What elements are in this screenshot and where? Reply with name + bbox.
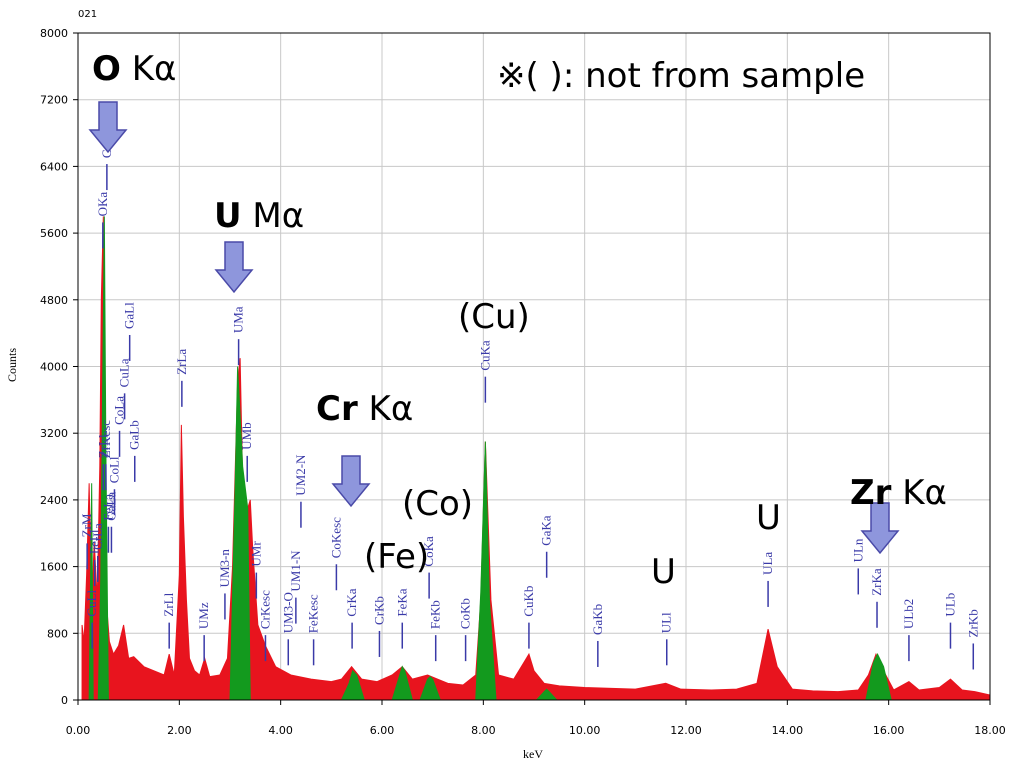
peak-marker-label: FeKb [428, 600, 443, 629]
peak-marker-label: CoKesc [328, 517, 343, 558]
x-tick-label: 6.00 [370, 724, 395, 737]
x-tick-label: 0.00 [66, 724, 91, 737]
x-tick-label: 2.00 [167, 724, 192, 737]
peak-marker-label: GaKb [590, 604, 605, 635]
x-tick-label: 8.00 [471, 724, 496, 737]
x-tick-label: 10.00 [569, 724, 601, 737]
y-tick-label: 5600 [40, 227, 68, 240]
peak-marker-label: CrKesc [257, 590, 272, 629]
peak-marker-label: ZrLl [161, 592, 176, 616]
annotation-label: U Mα [214, 196, 304, 236]
y-tick-label: 0 [61, 694, 68, 707]
peak-marker-label: ZrKb [965, 609, 980, 637]
peak-marker-label: FeLl [87, 529, 102, 554]
peak-marker-label: CrKb [371, 596, 386, 625]
annotation-label: U [756, 498, 781, 538]
spectrum-area [81, 216, 991, 701]
annotation-arrow [331, 455, 371, 508]
annotation-label: (Cu) [458, 297, 530, 337]
peak-marker-label: GaLa [103, 492, 118, 521]
peak-marker-label: CrKa [344, 588, 359, 616]
annotation-arrow [88, 101, 128, 154]
y-axis-ticks: 0 800 1600 2400 3200 4000 4800 5600 6400 7200 8000 [40, 27, 78, 707]
annotation-layer: O Kα U Mα Cr Kα Zr Kα (Cu) (Co) (Fe) U U [88, 49, 947, 592]
x-tick-label: 14.00 [772, 724, 804, 737]
x-tick-label: 16.00 [873, 724, 905, 737]
peak-marker-label: FeLa [100, 494, 115, 521]
peak-marker-label: ZrLl [95, 434, 110, 458]
peak-marker-label: ULn [850, 538, 865, 562]
spectrum-layer [81, 216, 991, 701]
peak-marker-label: UM3-n [217, 549, 232, 588]
annotation-label: (Fe) [364, 537, 429, 577]
peak-marker-label: UMb [239, 422, 254, 449]
peak-marker-label: FeKesc [306, 594, 321, 633]
y-tick-label: 4000 [40, 361, 68, 374]
peak-marker-label: CoLa [112, 396, 127, 425]
y-tick-label: 3200 [40, 427, 68, 440]
peak-marker-label: UM2-N [293, 454, 308, 496]
y-tick-label: 8000 [40, 27, 68, 40]
peak-marker-label: ZrLa [174, 349, 189, 375]
peak-marker-label: ULa [760, 552, 775, 575]
annotation-arrow [860, 502, 900, 555]
peak-marker-label: OKa [95, 192, 110, 217]
peak-marker-label: ZrKesc [98, 420, 113, 458]
note-text: ※( ): not from sample [497, 56, 865, 96]
y-tick-label: 6400 [40, 160, 68, 173]
annotation-label: O Kα [92, 49, 176, 89]
peak-marker-label: UMa [231, 306, 246, 333]
y-tick-label: 2400 [40, 494, 68, 507]
peak-marker-label: CoLl [106, 456, 121, 483]
y-tick-label: 800 [47, 627, 68, 640]
peak-marker-label: ZrKa [869, 568, 884, 596]
x-tick-label: 18.00 [974, 724, 1006, 737]
annotation-arrow [214, 241, 254, 294]
highlight-peak [475, 441, 497, 701]
peak-marker-label: ULb2 [901, 599, 916, 629]
peak-marker-label: UMr [248, 541, 263, 567]
y-axis-title: Counts [5, 348, 19, 382]
annotation-label: Zr Kα [850, 473, 947, 513]
x-axis-title: keV [523, 747, 543, 761]
peak-marker-label: UMz [196, 602, 211, 629]
peak-marker-label: CuLl [84, 590, 99, 617]
peak-marker-label: CuKa [477, 340, 492, 371]
annotation-label: Cr Kα [316, 389, 413, 429]
peak-marker-label: UM1-N [288, 550, 303, 592]
peak-marker-label: GaKa [539, 515, 554, 546]
annotation-label: (Co) [402, 484, 473, 524]
peak-marker-label: ZrM [79, 513, 94, 537]
x-tick-label: 4.00 [268, 724, 293, 737]
peak-marker-label: FeKa [394, 588, 409, 616]
peak-marker-label: UM3-O [280, 592, 295, 633]
peak-marker-label: GaLl [122, 302, 137, 329]
peak-marker-label: ULb [942, 593, 957, 617]
y-tick-label: 4800 [40, 294, 68, 307]
peak-marker-label: CrLa [90, 523, 105, 550]
x-axis-ticks: 0.00 2.00 4.00 6.00 8.00 10.00 12.00 14.00 16.00… [66, 700, 1006, 737]
peak-marker-label: CuLa [117, 358, 132, 387]
annotation-label: U [651, 552, 676, 592]
peak-marker-label: ULl [659, 612, 674, 633]
peak-marker-label: GaLb [127, 420, 142, 450]
grid [78, 33, 990, 700]
peak-marker-label: CoKb [458, 598, 473, 629]
marker-layer: ZrMCuLlFeLlCrLaZrLlZrKescFeLaGaLaCoLlCoL… [79, 133, 980, 670]
y-tick-label: 7200 [40, 94, 68, 107]
peak-marker-label: CoKa [421, 536, 436, 567]
y-tick-label: 1600 [40, 561, 68, 574]
top-left-label: 021 [78, 9, 97, 20]
x-tick-label: 12.00 [670, 724, 702, 737]
peak-marker-label: CuKb [521, 586, 536, 617]
